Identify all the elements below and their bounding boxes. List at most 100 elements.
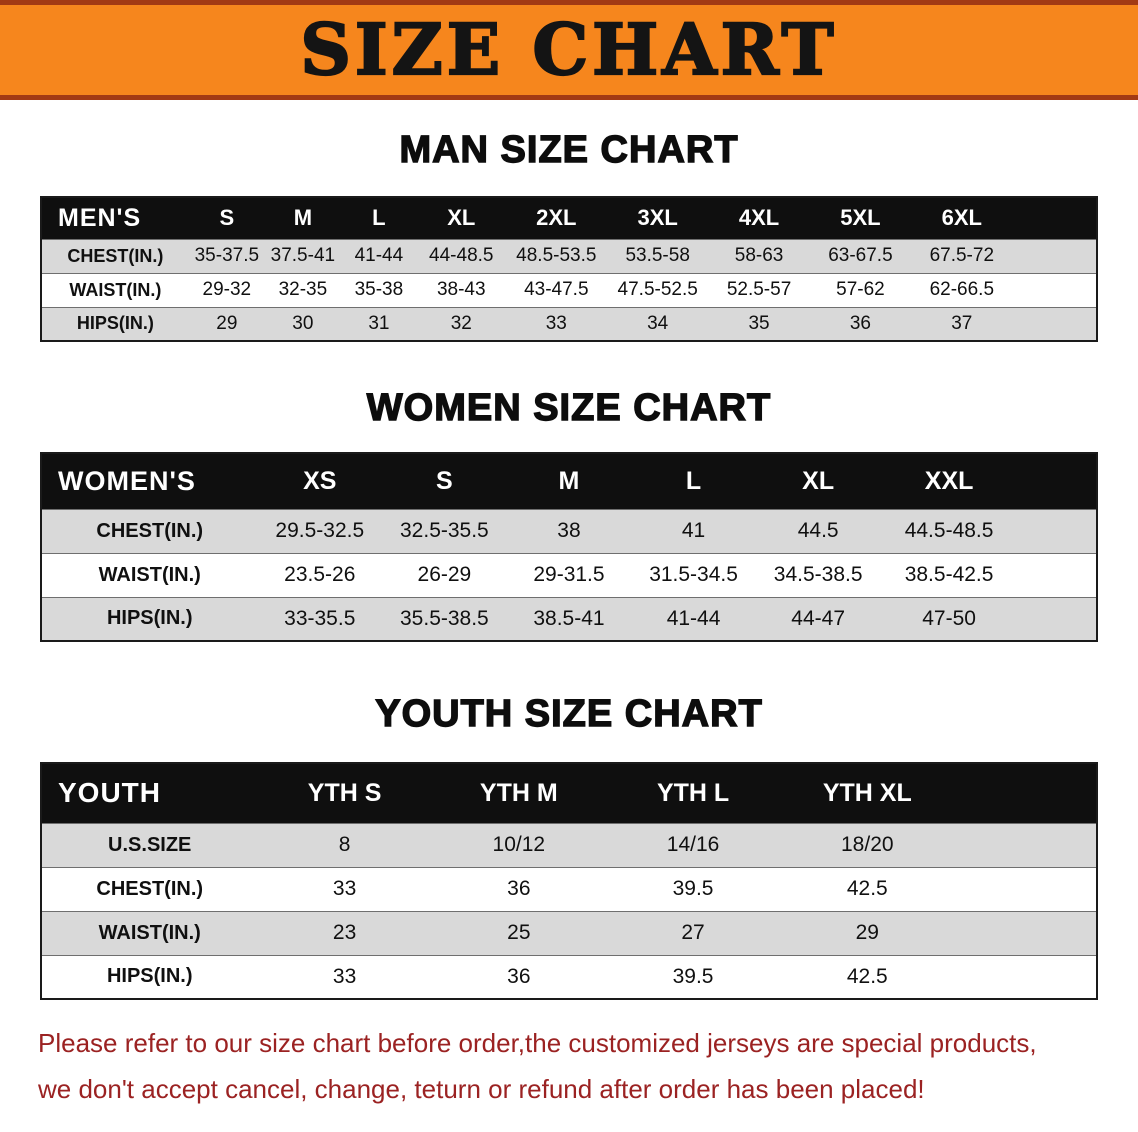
column-header: YTH M bbox=[431, 763, 606, 823]
cell-value: 31.5-34.5 bbox=[649, 563, 738, 586]
cell-value: 35.5-38.5 bbox=[400, 606, 489, 630]
cell-value: 67.5-72 bbox=[929, 245, 995, 266]
column-header: 3XL bbox=[607, 197, 709, 239]
cell-value: 36 bbox=[507, 964, 531, 988]
spacer-cell bbox=[954, 763, 1097, 823]
column-header: XS bbox=[257, 453, 383, 509]
men-section-heading: MAN SIZE CHART bbox=[399, 128, 739, 171]
youth-section-heading: YOUTH SIZE CHART bbox=[375, 692, 763, 735]
cell-value: 39.5 bbox=[672, 964, 714, 988]
spacer-cell bbox=[1017, 453, 1097, 509]
cell-value: 31 bbox=[368, 312, 390, 334]
row-label: HIPS(IN.) bbox=[106, 607, 193, 630]
spacer-cell bbox=[1018, 553, 1097, 597]
row-label: WAIST(IN.) bbox=[98, 921, 201, 944]
column-header: YTH S bbox=[257, 763, 432, 823]
cell-value: 33-35.5 bbox=[284, 606, 356, 630]
row-label: WAIST(IN.) bbox=[98, 563, 201, 586]
cell-value: 41-44 bbox=[354, 245, 404, 266]
table-row: HIPS(IN.) 33 36 39.5 42.5 bbox=[41, 955, 1097, 999]
cell-value: 8 bbox=[338, 833, 351, 856]
cell-value: 34 bbox=[647, 312, 669, 334]
cell-value: 32.5-35.5 bbox=[400, 519, 489, 542]
cell-value: 30 bbox=[292, 312, 314, 334]
column-header: YTH L bbox=[605, 763, 781, 823]
cell-value: 52.5-57 bbox=[726, 279, 792, 300]
cell-value: 39.5 bbox=[672, 877, 714, 900]
cell-value: 33 bbox=[545, 312, 567, 334]
column-header: L bbox=[340, 197, 417, 239]
column-header: YTH XL bbox=[780, 763, 955, 823]
cell-value: 38-43 bbox=[436, 279, 486, 300]
table-row: CHEST(IN.) 33 36 39.5 42.5 bbox=[41, 867, 1097, 911]
column-header: L bbox=[631, 453, 756, 509]
page-title: SIZE CHART bbox=[299, 8, 838, 91]
cell-value: 35-37.5 bbox=[194, 245, 260, 266]
cell-value: 33 bbox=[332, 964, 357, 988]
size-chart-banner: SIZE CHART bbox=[0, 0, 1138, 100]
column-header: M bbox=[264, 197, 341, 239]
cell-value: 37 bbox=[951, 312, 973, 334]
row-label: HIPS(IN.) bbox=[106, 965, 193, 988]
cell-value: 26-29 bbox=[417, 563, 472, 586]
men-size-table: MEN'S S M L XL 2XL 3XL 4XL 5XL 6XL CHEST(IN.) 35-3… bbox=[40, 196, 1098, 342]
cell-value: 47-50 bbox=[922, 606, 976, 630]
cell-value: 36 bbox=[849, 312, 871, 334]
cell-value: 33 bbox=[332, 877, 357, 900]
cell-value: 62-66.5 bbox=[929, 279, 995, 300]
column-header: XL bbox=[416, 197, 506, 239]
spacer-cell bbox=[1013, 307, 1098, 341]
spacer-cell bbox=[954, 867, 1097, 911]
column-header: 5XL bbox=[809, 197, 912, 239]
cell-value: 44.5 bbox=[797, 519, 839, 542]
cell-value: 47.5-52.5 bbox=[617, 279, 698, 300]
spacer-cell bbox=[954, 823, 1097, 867]
cell-value: 23 bbox=[332, 921, 357, 944]
table-title-cell: YOUTH bbox=[41, 763, 258, 823]
disclaimer-line-1: Please refer to our size chart before or… bbox=[38, 1028, 1037, 1058]
table-row: CHEST(IN.) 29.5-32.5 32.5-35.5 38 41 44.5 44.5… bbox=[41, 509, 1097, 553]
cell-value: 18/20 bbox=[841, 833, 894, 856]
disclaimer-line-2: we don't accept cancel, change, teturn o… bbox=[38, 1074, 925, 1104]
row-label: CHEST(IN.) bbox=[67, 245, 164, 266]
cell-value: 23.5-26 bbox=[284, 563, 356, 586]
table-header-row: YOUTH YTH S YTH M YTH L YTH XL bbox=[41, 763, 1097, 823]
column-header: 6XL bbox=[911, 197, 1013, 239]
cell-value: 44-48.5 bbox=[429, 245, 494, 266]
table-row: U.S.SIZE 8 10/12 14/16 18/20 bbox=[41, 823, 1097, 867]
column-header: M bbox=[506, 453, 632, 509]
women-table-header: WOMEN'S XS S M L XL XXL bbox=[41, 453, 1097, 509]
column-header: 2XL bbox=[505, 197, 607, 239]
cell-value: 38 bbox=[557, 519, 581, 542]
spacer-cell bbox=[954, 955, 1097, 999]
spacer-cell bbox=[1012, 197, 1097, 239]
women-section-heading: WOMEN SIZE CHART bbox=[366, 386, 772, 429]
row-label: U.S.SIZE bbox=[108, 833, 192, 856]
column-header: S bbox=[382, 453, 507, 509]
table-title-cell: WOMEN'S bbox=[41, 453, 258, 509]
table-row: WAIST(IN.) 23 25 27 29 bbox=[41, 911, 1097, 955]
disclaimer: Please refer to our size chart before or… bbox=[38, 1020, 1100, 1112]
women-size-table: WOMEN'S XS S M L XL XXL CHEST(IN.) 29.5-32.5 32.… bbox=[40, 452, 1098, 642]
spacer-cell bbox=[1018, 509, 1097, 553]
cell-value: 34.5-38.5 bbox=[773, 563, 863, 586]
spacer-cell bbox=[1018, 597, 1097, 641]
cell-value: 32 bbox=[450, 312, 472, 334]
row-label: WAIST(IN.) bbox=[69, 279, 162, 300]
column-header: XXL bbox=[880, 453, 1018, 509]
spacer-cell bbox=[1013, 239, 1098, 273]
cell-value: 29.5-32.5 bbox=[275, 519, 365, 542]
cell-value: 42.5 bbox=[846, 964, 888, 988]
cell-value: 35 bbox=[748, 312, 770, 334]
row-label: CHEST(IN.) bbox=[96, 877, 204, 900]
cell-value: 14/16 bbox=[666, 833, 720, 856]
cell-value: 48.5-53.5 bbox=[516, 245, 597, 266]
table-row: CHEST(IN.) 35-37.5 37.5-41 41-44 44-48.5 48.5… bbox=[41, 239, 1097, 273]
youth-table-body: U.S.SIZE 8 10/12 14/16 18/20 CHEST(IN.) 33 36 39… bbox=[41, 823, 1097, 999]
women-table-body: CHEST(IN.) 29.5-32.5 32.5-35.5 38 41 44.5 44.5… bbox=[41, 509, 1097, 641]
cell-value: 53.5-58 bbox=[625, 245, 690, 266]
column-header: 4XL bbox=[708, 197, 810, 239]
spacer-cell bbox=[954, 911, 1097, 955]
cell-value: 35-38 bbox=[354, 279, 404, 300]
row-label: CHEST(IN.) bbox=[96, 519, 204, 542]
